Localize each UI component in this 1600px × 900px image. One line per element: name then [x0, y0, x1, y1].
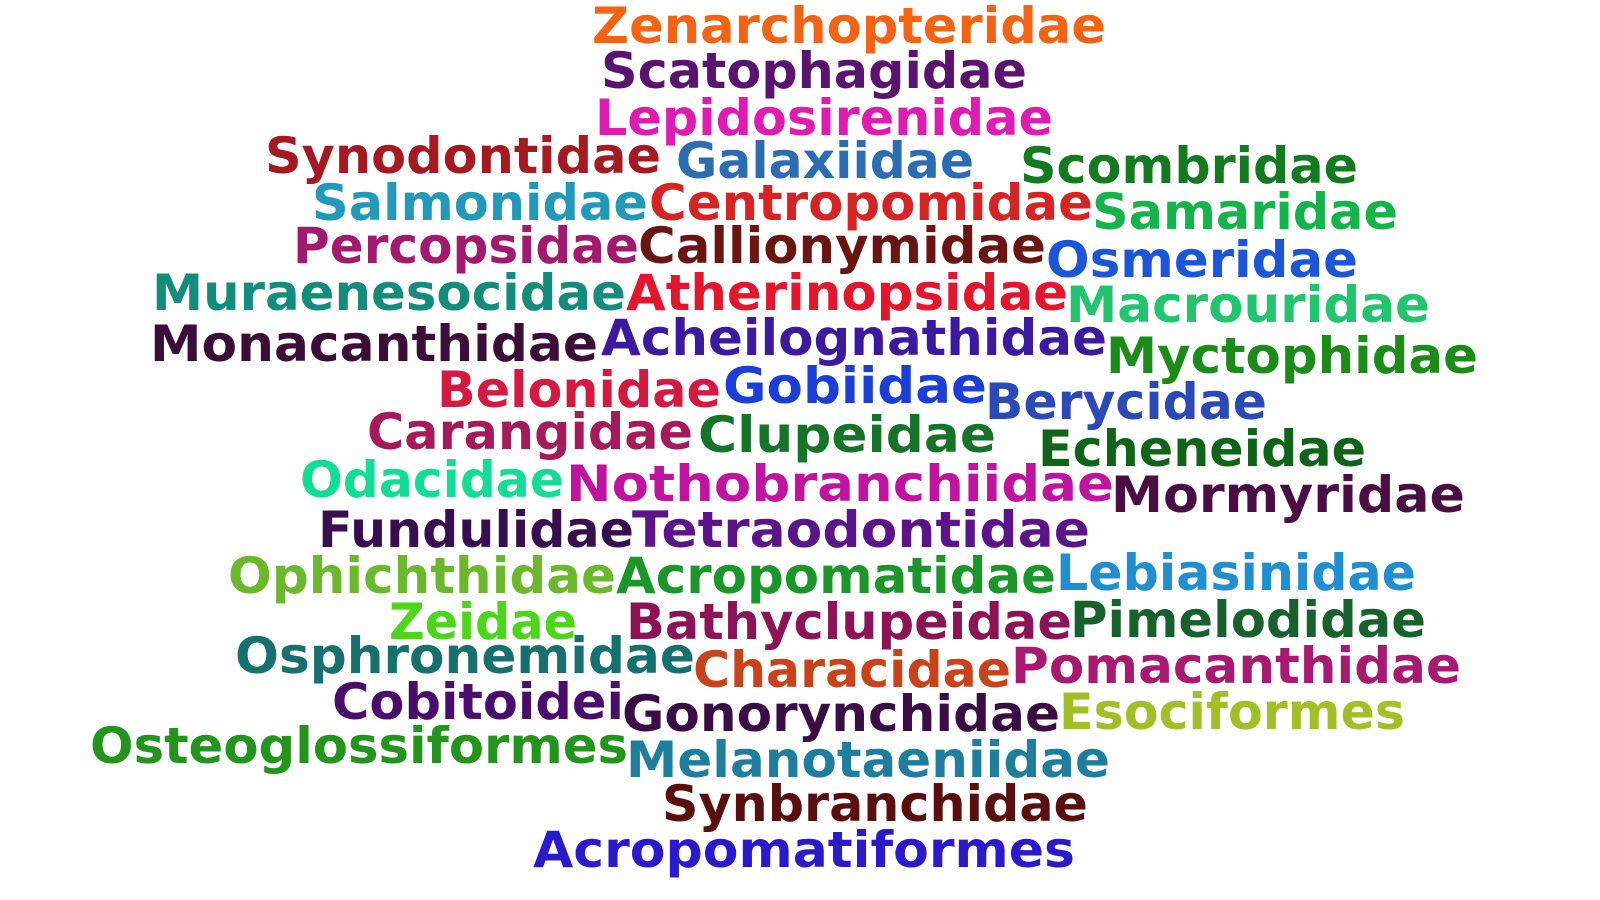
word-percopsidae: Percopsidae	[293, 217, 639, 275]
word-lebiasinidae: Lebiasinidae	[1056, 544, 1417, 602]
word-macrouridae: Macrouridae	[1066, 276, 1430, 334]
word-gonorynchidae: Gonorynchidae	[622, 685, 1060, 743]
word-clupeidae: Clupeidae	[698, 406, 997, 464]
word-muraenesocidae: Muraenesocidae	[152, 264, 627, 322]
word-osphronemidae: Osphronemidae	[235, 627, 695, 685]
word-fundulidae: Fundulidae	[318, 501, 634, 559]
word-zeidae: Zeidae	[389, 593, 578, 651]
word-gobiidae: Gobiidae	[723, 357, 987, 415]
word-callionymidae: Callionymidae	[638, 217, 1046, 275]
word-acheilognathidae: Acheilognathidae	[601, 309, 1107, 367]
word-scombridae: Scombridae	[1020, 137, 1359, 195]
word-characidae: Characidae	[693, 641, 1011, 699]
word-zenarchopteridae: Zenarchopteridae	[592, 0, 1107, 55]
word-scatophagidae: Scatophagidae	[601, 42, 1028, 100]
word-pimelodidae: Pimelodidae	[1070, 591, 1426, 649]
word-samaridae: Samaridae	[1092, 183, 1398, 241]
word-odacidae: Odacidae	[300, 451, 564, 509]
word-nothobranchiidae: Nothobranchiidae	[566, 455, 1114, 513]
word-tetraodontidae: Tetraodontidae	[632, 501, 1091, 559]
word-esociformes: Esociformes	[1059, 683, 1405, 741]
word-bathyclupeidae: Bathyclupeidae	[626, 593, 1072, 651]
word-lepidosirenidae: Lepidosirenidae	[595, 89, 1053, 147]
word-cobitoidei: Cobitoidei	[332, 673, 625, 731]
word-osmeridae: Osmeridae	[1046, 231, 1359, 289]
word-salmonidae: Salmonidae	[312, 174, 648, 232]
word-atherinopsidae: Atherinopsidae	[626, 264, 1068, 322]
word-belonidae: Belonidae	[437, 361, 721, 419]
word-mormyridae: Mormyridae	[1111, 466, 1466, 524]
word-galaxiidae: Galaxiidae	[676, 132, 975, 190]
word-acropomatiformes: Acropomatiformes	[533, 821, 1076, 879]
word-monacanthidae: Monacanthidae	[150, 315, 598, 373]
word-pomacanthidae: Pomacanthidae	[1011, 637, 1462, 695]
word-synbranchidae: Synbranchidae	[662, 775, 1088, 833]
word-carangidae: Carangidae	[367, 403, 694, 461]
word-berycidae: Berycidae	[985, 373, 1267, 431]
word-myctophidae: Myctophidae	[1106, 327, 1478, 385]
word-echeneidae: Echeneidae	[1038, 420, 1367, 478]
word-osteoglossiformes: Osteoglossiformes	[90, 717, 628, 775]
word-centropomidae: Centropomidae	[649, 174, 1093, 232]
word-ophichthidae: Ophichthidae	[228, 547, 617, 605]
word-melanotaeniidae: Melanotaeniidae	[626, 731, 1111, 789]
word-acropomatidae: Acropomatidae	[616, 547, 1057, 605]
word-synodontidae: Synodontidae	[265, 127, 662, 185]
